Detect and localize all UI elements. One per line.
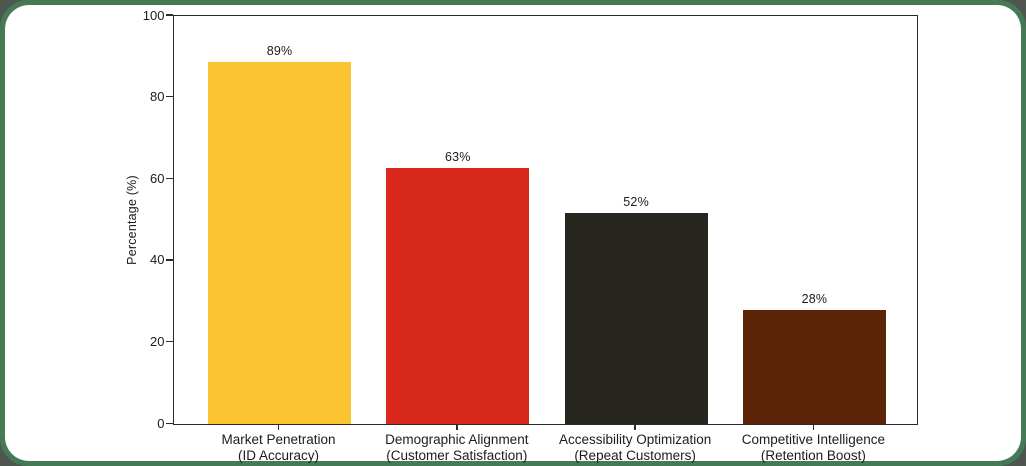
y-tick-label: 20 <box>150 334 165 350</box>
bar <box>742 310 886 424</box>
x-category-label-line: Accessibility Optimization <box>558 432 712 447</box>
x-category-label: Demographic Alignment (Customer Satisfact… <box>347 432 567 464</box>
y-tick-label: 0 <box>157 415 165 431</box>
x-category-label-line: Market Penetration <box>221 432 336 447</box>
x-tick-mark <box>812 425 815 430</box>
x-category-label-line: (ID Accuracy) <box>237 448 319 464</box>
x-tick-mark <box>634 425 636 430</box>
y-tick-label: 40 <box>150 252 165 268</box>
bar <box>564 212 708 424</box>
y-tick-mark <box>166 340 173 343</box>
y-tick-label: 80 <box>150 89 165 105</box>
bar-value-label: 52% <box>623 194 649 209</box>
x-category-label-line: (Retention Boost) <box>760 448 866 464</box>
y-tick-mark <box>166 14 173 16</box>
y-tick-label: 100 <box>142 7 165 23</box>
x-category-label-line: Competitive Intelligence <box>741 432 886 447</box>
bar-value-label: 28% <box>801 292 828 307</box>
y-tick-mark <box>166 177 173 180</box>
x-category-label: Competitive Intelligence (Retention Boost… <box>703 432 923 464</box>
x-tick-mark <box>456 425 458 430</box>
bar <box>208 62 351 424</box>
bar <box>386 167 530 424</box>
x-category-label-line: Demographic Alignment <box>385 432 529 447</box>
y-tick-label: 60 <box>150 170 165 186</box>
plot-box: 89% 63% 52% 28% <box>173 15 918 425</box>
y-tick-mark <box>166 422 173 425</box>
bar-value-label: 63% <box>444 149 471 164</box>
x-category-label: Market Penetration (ID Accuracy) <box>169 432 389 464</box>
y-tick-mark <box>166 95 173 98</box>
x-category-label-line: (Repeat Customers) <box>574 448 696 464</box>
x-category-label: Accessibility Optimization (Repeat Custom… <box>525 432 745 464</box>
y-tick-mark <box>166 259 173 261</box>
chart-area: Percentage (%) 89% 63% 52% 28% 0 20 40 60 80 100… <box>5 5 1021 464</box>
bar-value-label: 89% <box>266 44 293 59</box>
chart-card: Percentage (%) 89% 63% 52% 28% 0 20 40 60 80 100… <box>5 5 1021 464</box>
x-tick-mark <box>277 425 280 430</box>
x-category-label-line: (Customer Satisfaction) <box>386 448 528 464</box>
